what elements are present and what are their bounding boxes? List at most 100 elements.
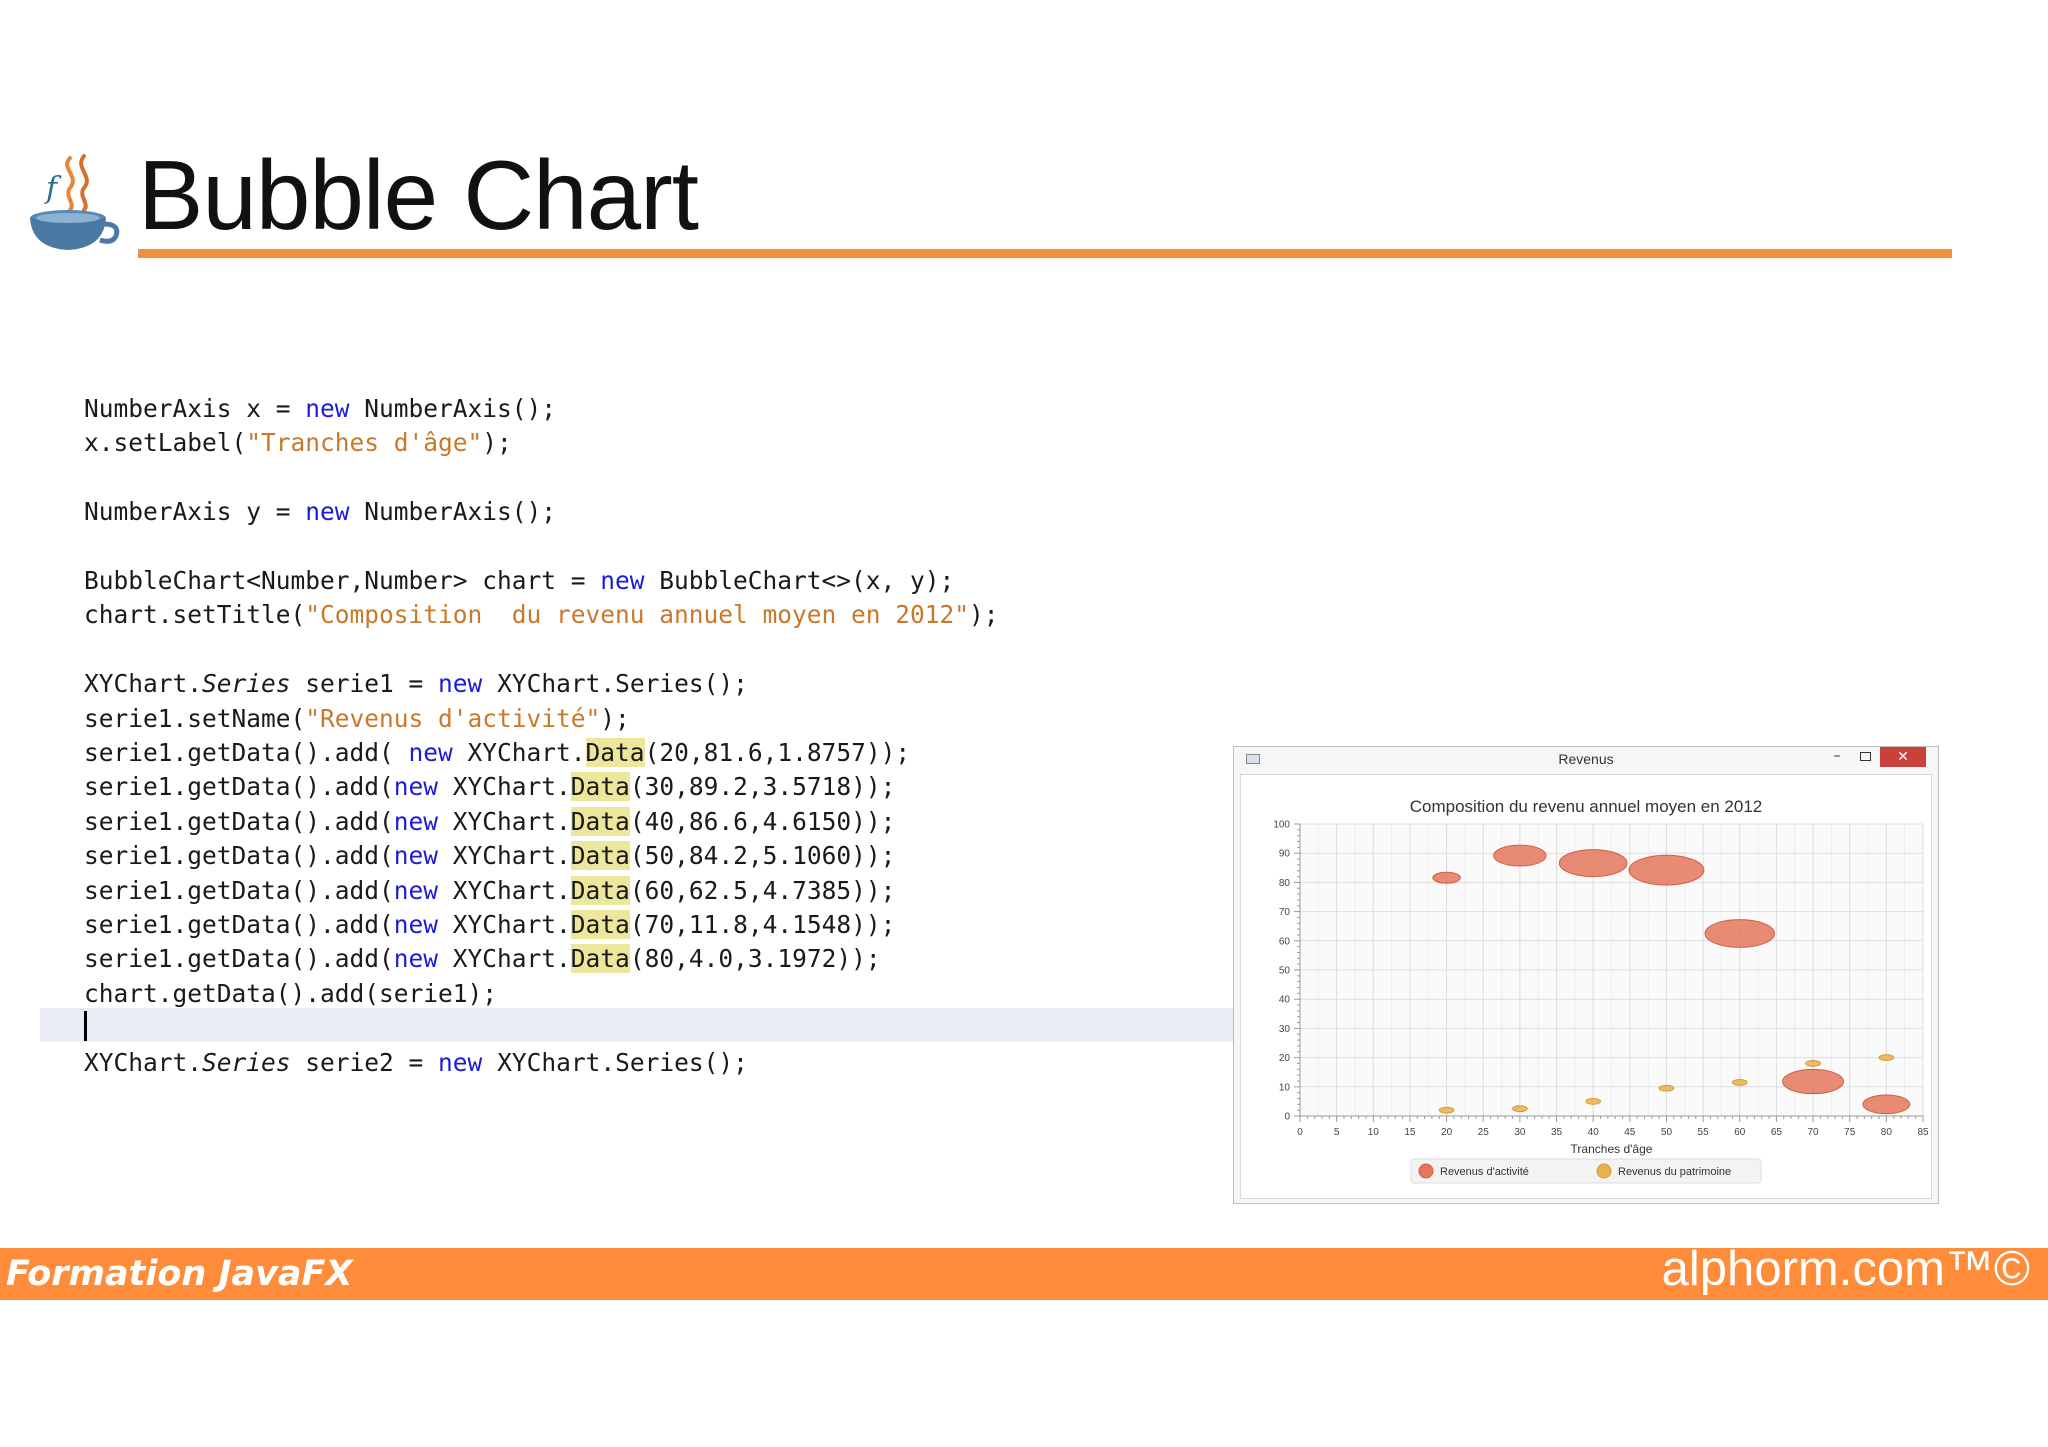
code-token: serie1.getData().add( [84,841,394,870]
chart-title: Composition du revenu annuel moyen en 20… [1410,797,1763,816]
bubble-revenus-activite [1493,844,1547,867]
code-token: serie1.getData().add( [84,772,394,801]
code-line: XYChart.Series serie2 = new XYChart.Seri… [84,1046,748,1080]
code-token: Data [585,738,645,767]
x-tick-label: 65 [1771,1127,1783,1138]
code-keyword: new [393,772,439,801]
chart-window[interactable]: Revenus – ✕ Composition du revenu annuel… [1233,746,1939,1204]
maximize-button[interactable] [1852,747,1878,767]
code-line: chart.getData().add(serie1); [84,977,497,1011]
code-line: serie1.getData().add(new XYChart.Data(70… [84,908,895,942]
code-keyword: new [393,910,439,939]
code-token: Series [202,1048,291,1077]
code-keyword: new [393,807,439,836]
minimize-button[interactable]: – [1833,748,1841,764]
code-token: Series [202,669,291,698]
code-token: NumberAxis(); [349,394,557,423]
x-tick-label: 0 [1297,1127,1303,1138]
code-token: Data [570,876,630,905]
javafx-logo-icon: f [30,154,120,250]
code-token: ); [969,600,999,629]
x-tick-label: 40 [1588,1127,1600,1138]
y-tick-label: 30 [1279,1024,1291,1035]
code-string: "Revenus d'activité" [305,704,601,733]
code-token: NumberAxis y = [84,497,306,526]
code-token: (60,62.5,4.7385)); [629,876,896,905]
code-keyword: new [600,566,645,595]
code-line: serie1.getData().add( new XYChart.Data(2… [84,736,910,770]
code-token: Data [570,944,630,973]
window-titlebar[interactable]: Revenus – ✕ [1234,747,1938,771]
code-token: XYChart.Series(); [482,669,748,698]
y-tick-label: 20 [1279,1053,1291,1064]
code-token: XYChart. [452,738,586,767]
current-line-highlight [40,1008,1235,1042]
code-token: chart.setTitle( [84,600,306,629]
x-tick-label: 20 [1441,1127,1453,1138]
code-token: ); [482,428,512,457]
bubble-chart-panel: Composition du revenu annuel moyen en 20… [1240,774,1932,1199]
code-token: serie1 = [290,669,439,698]
code-token: serie1.getData().add( [84,910,394,939]
x-axis-label: Tranches d'âge [1571,1142,1653,1156]
code-keyword: new [305,497,350,526]
footer-bar [0,1248,2048,1300]
window-title: Revenus [1558,751,1614,767]
code-token: ); [600,704,630,733]
close-button[interactable]: ✕ [1880,747,1926,767]
x-tick-label: 50 [1661,1127,1673,1138]
code-keyword: new [305,394,350,423]
bubble-revenus-activite [1704,919,1775,948]
code-token: serie1.getData().add( [84,944,394,973]
bubble-revenus-patrimoine [1658,1084,1675,1092]
bubble-revenus-activite [1862,1094,1911,1115]
code-token: serie1.getData().add( [84,738,409,767]
code-keyword: new [393,876,439,905]
legend-box [1410,1158,1762,1184]
bubble-revenus-activite [1782,1068,1845,1095]
code-token: BubbleChart<>(x, y); [644,566,955,595]
code-token: x.setLabel( [84,428,247,457]
x-tick-label: 80 [1881,1127,1893,1138]
y-tick-label: 90 [1279,849,1291,860]
code-editor[interactable]: NumberAxis x = new NumberAxis(); x.setLab… [40,392,1235,1192]
code-token: serie1.getData().add( [84,876,394,905]
code-string: "Composition du revenu annuel moyen en 2… [305,600,970,629]
bubble-revenus-patrimoine [1512,1105,1528,1113]
code-keyword: new [438,1048,483,1077]
code-token: NumberAxis x = [84,394,306,423]
svg-text:f: f [44,171,62,206]
bubble-revenus-patrimoine [1805,1060,1821,1067]
x-tick-label: 85 [1917,1127,1929,1138]
window-app-icon[interactable] [1246,754,1260,764]
x-tick-label: 15 [1404,1127,1416,1138]
title-underline [138,249,1952,258]
code-token: (80,4.0,3.1972)); [629,944,881,973]
bubble-revenus-patrimoine [1438,1106,1455,1114]
footer-course-name: Formation JavaFX [6,1254,353,1294]
code-token: Data [570,910,630,939]
code-line: serie1.getData().add(new XYChart.Data(40… [84,805,895,839]
code-token: serie2 = [290,1048,439,1077]
code-token: Data [570,807,630,836]
y-tick-label: 40 [1279,995,1291,1006]
code-token: serie1.getData().add( [84,807,394,836]
code-token: (50,84.2,5.1060)); [629,841,896,870]
code-token: XYChart. [84,1048,203,1077]
x-tick-label: 45 [1624,1127,1636,1138]
code-token: XYChart. [438,944,571,973]
legend-swatch [1596,1163,1612,1179]
code-line: BubbleChart<Number,Number> chart = new B… [84,564,954,598]
y-tick-label: 10 [1279,1082,1291,1093]
code-token: (40,86.6,4.6150)); [629,807,896,836]
bubble-chart: Composition du revenu annuel moyen en 20… [1273,797,1929,1184]
code-token: Data [570,772,630,801]
code-line: XYChart.Series serie1 = new XYChart.Seri… [84,667,748,701]
code-token: (30,89.2,3.5718)); [629,772,896,801]
code-keyword: new [408,738,453,767]
code-line: serie1.getData().add(new XYChart.Data(80… [84,942,881,976]
code-token: XYChart. [438,876,571,905]
code-token: XYChart. [438,807,571,836]
code-token: serie1.setName( [84,704,306,733]
x-tick-label: 25 [1478,1127,1490,1138]
